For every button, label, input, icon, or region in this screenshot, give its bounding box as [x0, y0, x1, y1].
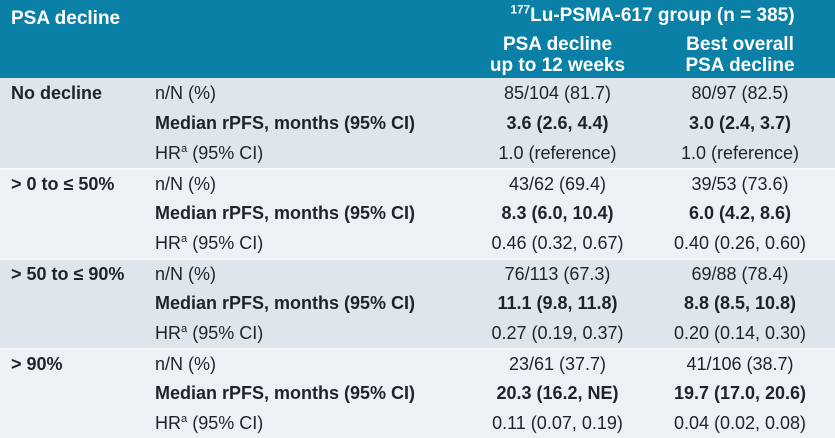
- group-label: No decline: [11, 82, 103, 103]
- value-best-overall: 8.8 (8.5, 10.8): [683, 293, 797, 314]
- group-50-to-90: > 50 to ≤ 90% n/N (%) 76/113 (67.3) 69/8…: [0, 258, 835, 348]
- subheader-line: PSA decline: [502, 34, 613, 55]
- table-row: > 90% n/N (%) 23/61 (37.7) 41/106 (38.7): [0, 350, 835, 379]
- table-row: Median rPFS, months (95% CI) 11.1 (9.8, …: [0, 289, 835, 318]
- table-row: No decline n/N (%) 85/104 (81.7) 80/97 (…: [0, 78, 835, 108]
- metric-label: Median rPFS, months (95% CI): [155, 293, 416, 314]
- group-label: > 90%: [11, 354, 63, 375]
- value-best-overall: 0.20 (0.14, 0.30): [673, 322, 807, 343]
- metric-label: n/N (%): [155, 354, 217, 375]
- value-best-overall: 80/97 (82.5): [691, 82, 789, 103]
- table-header: PSA decline 177Lu-PSMA-617 group (n = 38…: [0, 0, 835, 78]
- value-best-overall: 41/106 (38.7): [686, 354, 794, 375]
- group-no-decline: No decline n/N (%) 85/104 (81.7) 80/97 (…: [0, 78, 835, 168]
- value-psa-12wk: 20.3 (16.2, NE): [496, 383, 619, 404]
- value-best-overall: 0.04 (0.02, 0.08): [673, 412, 807, 433]
- metric-label: HRa (95% CI): [155, 232, 264, 253]
- group-over-90: > 90% n/N (%) 23/61 (37.7) 41/106 (38.7)…: [0, 348, 835, 438]
- isotope-superscript: 177: [510, 3, 531, 17]
- value-psa-12wk: 0.11 (0.07, 0.19): [492, 412, 623, 433]
- group-title-text: Lu-PSMA-617 group (n = 385): [530, 5, 795, 26]
- value-psa-12wk: 1.0 (reference): [498, 142, 617, 163]
- value-psa-12wk: 76/113 (67.3): [504, 264, 611, 285]
- group-label: > 0 to ≤ 50%: [11, 174, 115, 195]
- value-best-overall: 69/88 (78.4): [691, 264, 789, 285]
- metric-label: n/N (%): [155, 264, 217, 285]
- metric-label: n/N (%): [155, 174, 217, 195]
- metric-label: Median rPFS, months (95% CI): [155, 112, 416, 133]
- metric-label: Median rPFS, months (95% CI): [155, 383, 416, 404]
- value-best-overall: 0.40 (0.26, 0.60): [673, 232, 807, 253]
- table-row: HRa (95% CI) 0.46 (0.32, 0.67) 0.40 (0.2…: [0, 229, 835, 258]
- value-best-overall: 6.0 (4.2, 8.6): [688, 203, 792, 224]
- column-header-best-overall: Best overall PSA decline: [645, 34, 835, 76]
- table-row: HRa (95% CI) 1.0 (reference) 1.0 (refere…: [0, 138, 835, 168]
- metric-label: n/N (%): [155, 82, 217, 103]
- value-best-overall: 3.0 (2.4, 3.7): [688, 112, 792, 133]
- value-psa-12wk: 8.3 (6.0, 10.4): [501, 203, 614, 224]
- header-row-label: PSA decline: [11, 8, 121, 29]
- subheader-line: up to 12 weeks: [489, 55, 626, 76]
- value-psa-12wk: 85/104 (81.7): [503, 82, 612, 103]
- group-0-to-50: > 0 to ≤ 50% n/N (%) 43/62 (69.4) 39/53 …: [0, 168, 835, 258]
- value-best-overall: 39/53 (73.6): [691, 174, 789, 195]
- value-psa-12wk: 3.6 (2.6, 4.4): [506, 112, 609, 133]
- table-row: Median rPFS, months (95% CI) 20.3 (16.2,…: [0, 379, 835, 408]
- value-best-overall: 1.0 (reference): [680, 142, 800, 163]
- subheader-line: PSA decline: [685, 55, 795, 76]
- metric-label: Median rPFS, months (95% CI): [155, 203, 416, 224]
- metric-label: HRa (95% CI): [155, 322, 264, 343]
- metric-label: HRa (95% CI): [155, 142, 264, 163]
- value-psa-12wk: 43/62 (69.4): [508, 174, 607, 195]
- value-psa-12wk: 11.1 (9.8, 11.8): [497, 293, 618, 314]
- column-header-psa-12-weeks: PSA decline up to 12 weeks: [470, 34, 645, 76]
- header-spacer: [148, 0, 470, 78]
- group-title: 177Lu-PSMA-617 group (n = 385): [470, 3, 835, 26]
- table-row: > 0 to ≤ 50% n/N (%) 43/62 (69.4) 39/53 …: [0, 170, 835, 199]
- subheader-line: Best overall: [686, 34, 794, 55]
- table-row: HRa (95% CI) 0.27 (0.19, 0.37) 0.20 (0.1…: [0, 319, 835, 348]
- table-row: HRa (95% CI) 0.11 (0.07, 0.19) 0.04 (0.0…: [0, 409, 835, 438]
- value-psa-12wk: 0.27 (0.19, 0.37): [491, 322, 624, 343]
- value-best-overall: 19.7 (17.0, 20.6): [673, 383, 807, 404]
- value-psa-12wk: 23/61 (37.7): [508, 354, 607, 375]
- value-psa-12wk: 0.46 (0.32, 0.67): [491, 232, 624, 253]
- table-row: > 50 to ≤ 90% n/N (%) 76/113 (67.3) 69/8…: [0, 260, 835, 289]
- header-group: 177Lu-PSMA-617 group (n = 385) PSA decli…: [470, 0, 835, 78]
- table-row: Median rPFS, months (95% CI) 8.3 (6.0, 1…: [0, 199, 835, 228]
- table-row: Median rPFS, months (95% CI) 3.6 (2.6, 4…: [0, 108, 835, 138]
- metric-label: HRa (95% CI): [155, 412, 264, 433]
- column-subheaders: PSA decline up to 12 weeks Best overall …: [470, 34, 835, 76]
- group-label: > 50 to ≤ 90%: [11, 264, 125, 285]
